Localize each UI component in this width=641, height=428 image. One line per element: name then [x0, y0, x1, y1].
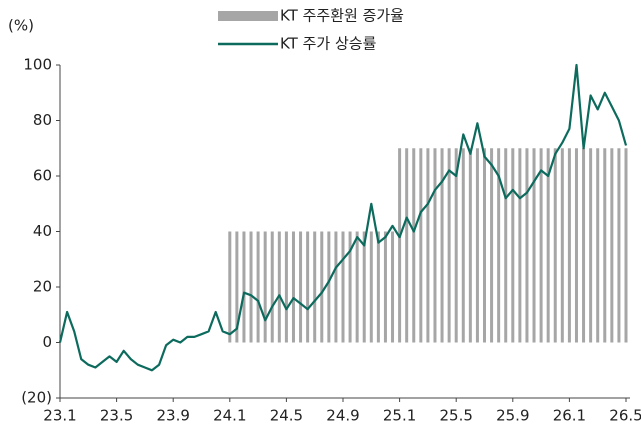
bar — [341, 231, 345, 343]
bar — [419, 148, 423, 343]
bar — [277, 231, 281, 343]
x-tick-label: 25.1 — [383, 407, 416, 425]
bar — [440, 148, 444, 343]
bar — [228, 231, 232, 343]
legend-label: KT 주가 상승률 — [280, 35, 377, 53]
bar — [490, 148, 494, 343]
bar — [405, 148, 409, 343]
bar — [603, 148, 607, 343]
y-tick-label: 60 — [33, 167, 52, 185]
bar — [306, 231, 310, 343]
bar — [369, 231, 373, 343]
bar — [497, 148, 501, 343]
bar — [235, 231, 239, 343]
bar — [433, 148, 437, 343]
bar — [596, 148, 600, 343]
y-tick-label: 100 — [23, 56, 52, 74]
bar — [589, 148, 593, 343]
bar — [362, 231, 366, 343]
y-tick-label: 0 — [42, 333, 52, 351]
y-tick-label: 20 — [33, 278, 52, 296]
bar — [334, 231, 338, 343]
bar — [504, 148, 508, 343]
bar — [242, 231, 246, 343]
bar — [355, 231, 359, 343]
bar — [263, 231, 267, 343]
bar — [256, 231, 260, 343]
bar — [617, 148, 621, 343]
x-tick-label: 24.9 — [326, 407, 359, 425]
bar — [454, 148, 458, 343]
x-tick-label: 25.9 — [496, 407, 529, 425]
bar — [574, 148, 578, 343]
bar — [270, 231, 274, 343]
bar — [567, 148, 571, 343]
x-tick-label: 24.1 — [213, 407, 246, 425]
bar — [320, 231, 324, 343]
y-tick-label: (20) — [21, 389, 52, 407]
bar — [412, 148, 416, 343]
x-tick-label: 23.5 — [100, 407, 133, 425]
x-tick-label: 23.1 — [43, 407, 76, 425]
bar — [532, 148, 536, 343]
line — [58, 63, 628, 372]
bar — [525, 148, 529, 343]
bar — [284, 231, 288, 343]
bar — [398, 148, 402, 343]
bar — [560, 148, 564, 343]
bar — [391, 231, 395, 343]
bar — [327, 231, 331, 343]
y-tick-label: 40 — [33, 222, 52, 240]
bar — [376, 231, 380, 343]
bar — [624, 148, 628, 343]
bar — [468, 148, 472, 343]
bar — [299, 231, 303, 343]
bar — [475, 148, 479, 343]
bar — [518, 148, 522, 343]
bar — [426, 148, 430, 343]
bar — [249, 231, 253, 343]
bar — [461, 148, 465, 343]
bar — [383, 231, 387, 343]
bar — [447, 148, 451, 343]
bar — [483, 148, 486, 343]
x-tick-label: 24.5 — [270, 407, 303, 425]
y-axis-unit: (%) — [8, 17, 34, 35]
x-tick-label: 26.5 — [609, 407, 641, 425]
bar — [511, 148, 515, 343]
bar — [348, 231, 352, 343]
bar — [582, 148, 586, 343]
legend-label: KT 주주환원 증가율 — [280, 7, 404, 25]
bar — [610, 148, 614, 343]
y-tick-label: 80 — [33, 111, 52, 129]
bar — [546, 148, 550, 343]
bar — [553, 148, 557, 343]
x-tick-label: 23.9 — [156, 407, 189, 425]
bar — [313, 231, 317, 343]
x-tick-label: 26.1 — [553, 407, 586, 425]
bar — [539, 148, 543, 343]
bar — [291, 231, 295, 343]
legend-swatch — [218, 11, 278, 21]
x-tick-label: 25.5 — [439, 407, 472, 425]
